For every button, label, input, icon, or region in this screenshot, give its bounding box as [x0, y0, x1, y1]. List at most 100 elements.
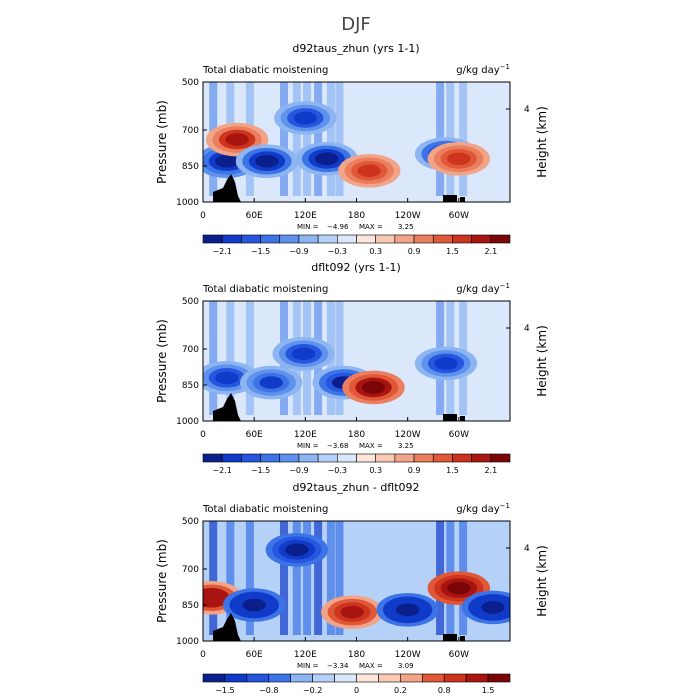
field-feature-7	[481, 601, 505, 614]
orography-andes-2	[460, 416, 465, 421]
field-band	[326, 521, 335, 635]
field-feature-1	[215, 154, 239, 168]
field-band	[459, 82, 468, 196]
colorbar-tick-label: −0.3	[328, 466, 347, 475]
field-feature-1	[215, 371, 239, 385]
field-band	[292, 521, 301, 635]
max-value: 3.25	[398, 223, 414, 231]
colorbar-tick-label: 2.1	[484, 247, 497, 256]
y-axis-label: Pressure (mb)	[155, 100, 169, 184]
colorbar-box	[268, 673, 292, 683]
units-base: g/kg day	[456, 65, 500, 76]
colorbar-box	[421, 673, 445, 683]
colorbar: −2.1 −1.5 −0.9 −0.3 0.3 0.9 1.5 2.1	[202, 234, 511, 256]
colorbar-box	[375, 453, 396, 463]
y-tick-label: 700	[182, 126, 199, 136]
colorbar-box	[279, 453, 300, 463]
orography-andes	[443, 414, 457, 421]
colorbar-box	[241, 453, 261, 463]
field-band	[209, 521, 218, 635]
colorbar-box	[221, 234, 242, 244]
max-label: MAX =	[359, 442, 383, 450]
field-feature-1	[203, 591, 224, 605]
min-label: MIN =	[297, 223, 319, 231]
units-exponent: −1	[500, 63, 510, 71]
colorbar-box	[224, 673, 248, 683]
contour-field	[203, 521, 510, 641]
colorbar-tick-label: 2.1	[484, 466, 497, 475]
x-tick-label: 180	[348, 211, 365, 221]
variable-label: Total diabatic moistening	[202, 504, 328, 515]
colorbar-tick-label: 1.5	[482, 686, 495, 695]
colorbar-tick-label: −0.2	[303, 686, 322, 695]
field-band	[326, 82, 335, 196]
y-tick-label: 1000	[176, 417, 199, 427]
colorbar-box	[334, 673, 357, 683]
colorbar-box	[490, 453, 511, 463]
y2-axis-label: Height (km)	[535, 325, 549, 396]
x-tick-label: 120W	[395, 211, 421, 221]
variable-label: Total diabatic moistening	[202, 284, 328, 295]
colorbar-box	[241, 234, 261, 244]
x-tick-label: 120E	[294, 430, 317, 440]
units-exponent: −1	[500, 502, 510, 510]
y2-tick-label: 4	[524, 105, 530, 115]
colorbar-tick-label: 0.9	[408, 466, 421, 475]
units-base: g/kg day	[456, 284, 500, 295]
field-feature-5	[395, 603, 420, 617]
colorbar: −2.1 −1.5 −0.9 −0.3 0.3 0.9 1.5 2.1	[202, 453, 511, 475]
field-feature-2	[259, 376, 283, 389]
colorbar-box	[356, 453, 376, 463]
colorbar-box	[375, 234, 396, 244]
field-band	[303, 521, 312, 635]
colorbar-box	[260, 234, 281, 244]
colorbar-box	[432, 234, 453, 244]
colorbar-tick-label: 1.5	[446, 247, 459, 256]
colorbar-box	[298, 234, 319, 244]
colorbar-tick-label: 1.5	[446, 466, 459, 475]
x-tick-label: 60E	[246, 430, 263, 440]
field-band	[314, 82, 323, 196]
field-band	[226, 301, 235, 415]
field-band	[335, 82, 344, 196]
y-tick-label: 850	[182, 381, 199, 391]
colorbar-tick-label: −2.1	[212, 247, 231, 256]
x-tick-label: 120E	[294, 650, 317, 660]
colorbar-box	[202, 234, 223, 244]
y2-tick-label: 4	[524, 544, 530, 554]
field-feature-3	[255, 154, 279, 168]
y-tick-label: 850	[182, 601, 199, 611]
field-band	[335, 301, 344, 415]
colorbar-box	[356, 673, 379, 683]
colorbar-tick-label: 0.3	[369, 466, 382, 475]
colorbar-tick-label: −1.5	[251, 247, 270, 256]
colorbar-tick-label: −1.5	[251, 466, 270, 475]
min-value: −4.96	[327, 223, 349, 231]
y-tick-label: 700	[182, 345, 199, 355]
x-tick-label: 180	[348, 650, 365, 660]
colorbar-box	[246, 673, 270, 683]
field-band	[209, 301, 218, 415]
colorbar-box	[471, 453, 492, 463]
orography-africa	[213, 613, 241, 641]
colorbar: −1.5 −0.8 −0.2 0 0.2 0.8 1.5	[202, 673, 511, 695]
colorbar-tick-label: −0.3	[328, 247, 347, 256]
colorbar-box	[378, 673, 401, 683]
colorbar-box	[432, 453, 453, 463]
x-tick-label: 120E	[294, 211, 317, 221]
field-feature-3	[291, 347, 316, 361]
contour-field	[203, 301, 510, 421]
y2-tick-label: 4	[524, 324, 530, 334]
units-exponent: −1	[500, 282, 510, 290]
colorbar-box	[202, 453, 223, 463]
field-feature-4	[293, 111, 318, 125]
max-value: 3.09	[398, 662, 414, 670]
colorbar-box	[400, 673, 423, 683]
field-feature-5	[314, 152, 339, 166]
variable-label: Total diabatic moistening	[202, 65, 328, 76]
colorbar-box	[490, 234, 511, 244]
x-tick-label: 60E	[246, 211, 263, 221]
field-feature-8	[447, 152, 471, 166]
field-feature-6	[434, 357, 458, 370]
colorbar-tick-label: −2.1	[212, 466, 231, 475]
